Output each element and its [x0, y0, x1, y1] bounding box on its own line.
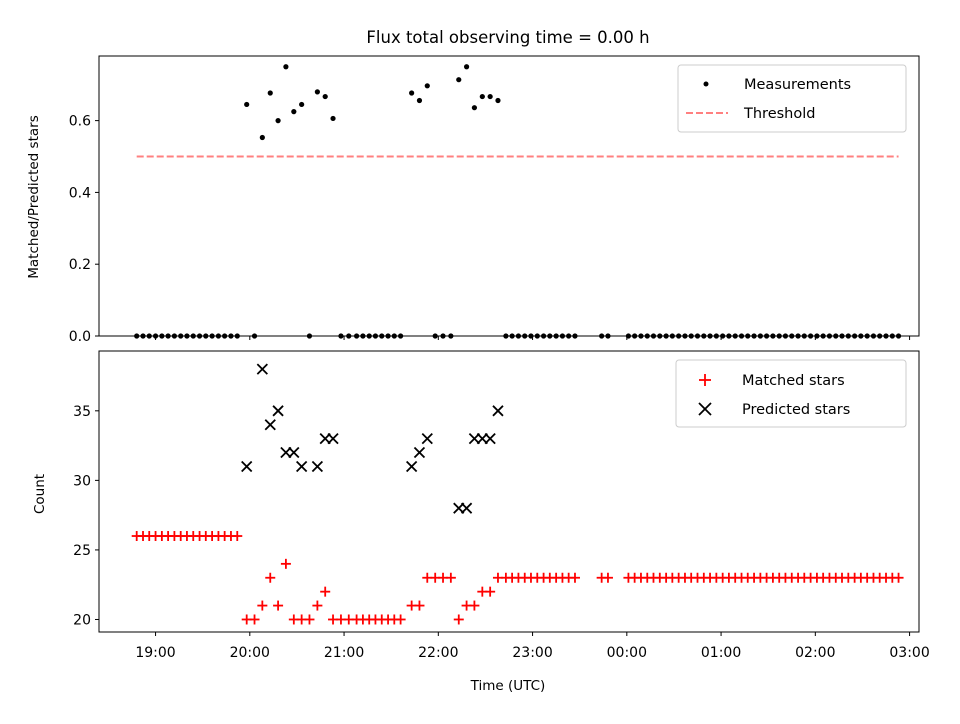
- top-y-tick-label: 0.4: [69, 185, 91, 201]
- measurement-point: [471, 105, 478, 111]
- matched-star-point: [469, 600, 480, 611]
- matched-star-point: [414, 600, 425, 611]
- predicted-star-point: [264, 419, 276, 431]
- legend-predicted-marker: [698, 402, 712, 416]
- measurement-point: [267, 90, 273, 96]
- measurement-point: [487, 93, 493, 100]
- measurement-point: [244, 101, 250, 108]
- x-tick-label: 23:00: [512, 645, 552, 661]
- count-panel: Count Time (UTC) 20 25 30 35 19:00 20:00 21:0…: [32, 350, 930, 694]
- top-y-ticks: 0.0 0.2 0.4 0.6: [69, 114, 99, 345]
- x-tick-label: 00:00: [607, 645, 647, 661]
- matched-star-point: [257, 600, 268, 611]
- bottom-y-tick-label: 30: [73, 473, 91, 489]
- predicted-star-point: [256, 363, 268, 375]
- predicted-star-point: [327, 433, 339, 445]
- matched-star-point: [249, 614, 260, 625]
- bottom-y-tick-label: 35: [73, 404, 91, 420]
- measurement-point: [456, 77, 462, 83]
- measurement-point: [314, 89, 320, 95]
- predicted-star-point: [421, 433, 433, 445]
- predicted-star-point: [311, 460, 324, 473]
- matched-star-point: [232, 531, 243, 542]
- bottom-y-tick-label: 20: [73, 612, 91, 628]
- x-axis-label: Time (UTC): [470, 678, 546, 694]
- matched-star-point: [602, 572, 613, 583]
- measurement-point: [416, 97, 423, 104]
- predicted-star-point: [241, 460, 253, 473]
- x-tick-label: 19:00: [135, 645, 175, 661]
- bottom-legend-box: [675, 359, 907, 428]
- measurement-point: [299, 101, 305, 108]
- measurement-point: [409, 90, 415, 96]
- matched-star-point: [445, 572, 456, 583]
- matched-star-point: [312, 600, 323, 611]
- matched-star-point: [320, 586, 331, 597]
- predicted-star-point: [413, 446, 426, 459]
- matched-star-point: [485, 586, 496, 597]
- bottom-legend: Matched stars Predicted stars: [675, 359, 907, 428]
- bottom-y-axis-label: Count: [32, 474, 48, 514]
- matched-star-point: [893, 572, 904, 583]
- x-tick-label: 21:00: [324, 645, 364, 661]
- measurement-point: [322, 93, 328, 100]
- x-tick-label: 22:00: [418, 645, 458, 661]
- ratio-panel: Flux total observing time = 0.00 h Match…: [26, 28, 920, 345]
- predicted-star-point: [484, 433, 496, 445]
- chart-title: Flux total observing time = 0.00 h: [366, 28, 649, 47]
- measurement-point: [479, 93, 485, 100]
- bottom-y-ticks: 20 25 30 35: [73, 404, 99, 628]
- measurement-point: [291, 109, 297, 115]
- top-y-tick-label: 0.2: [69, 257, 91, 273]
- legend-matched-label: Matched stars: [742, 373, 845, 389]
- measurement-point: [283, 64, 289, 70]
- matched-star-point: [265, 572, 276, 583]
- top-y-tick-label: 0.0: [69, 329, 91, 345]
- matched-star-point: [453, 614, 464, 625]
- top-plot-marks: [134, 64, 902, 339]
- x-tick-label: 02:00: [795, 645, 835, 661]
- measurement-point: [424, 83, 430, 89]
- measurement-point: [463, 64, 470, 70]
- predicted-star-point: [492, 405, 504, 417]
- matched-star-point: [569, 572, 580, 583]
- bottom-plot-marks: [131, 363, 904, 625]
- x-tick-label: 20:00: [230, 645, 270, 661]
- legend-matched-marker: [699, 374, 711, 386]
- x-tick-label: 01:00: [701, 645, 741, 661]
- top-y-tick-label: 0.6: [69, 114, 91, 130]
- legend-predicted-label: Predicted stars: [742, 402, 850, 418]
- measurement-point: [495, 97, 501, 104]
- matched-star-point: [280, 558, 291, 569]
- top-y-axis-label: Matched/Predicted stars: [26, 115, 42, 278]
- x-tick-label: 03:00: [889, 645, 929, 661]
- top-legend-box: [677, 64, 907, 133]
- predicted-star-point: [296, 460, 308, 473]
- legend-measurements-marker: [703, 81, 709, 87]
- bottom-y-tick-label: 25: [73, 543, 91, 559]
- matched-star-point: [273, 600, 284, 611]
- top-legend: Measurements Threshold: [677, 64, 907, 133]
- matched-star-point: [395, 614, 406, 625]
- bottom-axes-frame: [98, 350, 920, 633]
- predicted-star-point: [406, 460, 418, 473]
- predicted-star-point: [460, 502, 473, 514]
- predicted-star-point: [272, 405, 284, 417]
- legend-measurements-label: Measurements: [744, 77, 851, 93]
- matched-star-point: [304, 614, 315, 625]
- legend-threshold-label: Threshold: [743, 106, 815, 122]
- measurement-point: [330, 115, 336, 122]
- bottom-x-ticks: 19:00 20:00 21:00 22:00 23:00 00:00 01:00 02:00…: [135, 632, 930, 661]
- measurement-point: [275, 118, 281, 124]
- top-axes-frame: [98, 55, 920, 337]
- predicted-star-point: [288, 446, 300, 459]
- measurement-point: [259, 134, 265, 141]
